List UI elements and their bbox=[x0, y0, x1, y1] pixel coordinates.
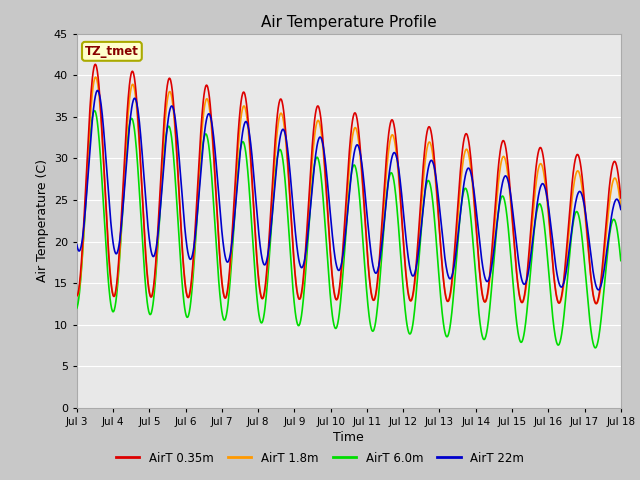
X-axis label: Time: Time bbox=[333, 431, 364, 444]
Legend: AirT 0.35m, AirT 1.8m, AirT 6.0m, AirT 22m: AirT 0.35m, AirT 1.8m, AirT 6.0m, AirT 2… bbox=[111, 447, 529, 469]
Y-axis label: Air Temperature (C): Air Temperature (C) bbox=[36, 159, 49, 282]
Title: Air Temperature Profile: Air Temperature Profile bbox=[261, 15, 436, 30]
Text: TZ_tmet: TZ_tmet bbox=[85, 45, 139, 58]
